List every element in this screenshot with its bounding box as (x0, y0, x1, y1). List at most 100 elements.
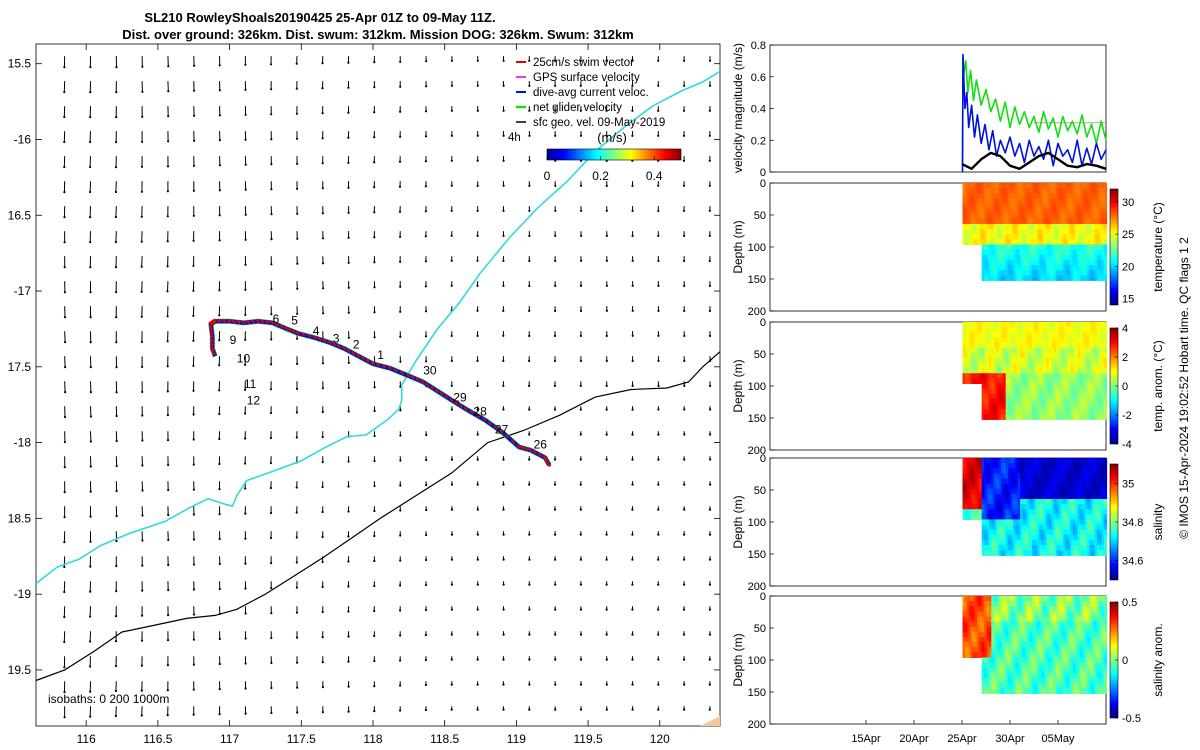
temperature-cell (1063, 249, 1067, 256)
temp-anomaly-cell (972, 347, 976, 354)
salinity-cell (1048, 534, 1052, 541)
vector-arrow-head (218, 214, 221, 217)
temp-anomaly-cell (1046, 409, 1050, 415)
swim-vector (458, 403, 464, 408)
salinity-cell (1022, 499, 1026, 505)
salinity-cell (1029, 545, 1033, 551)
salinity-cell (1104, 534, 1108, 541)
temp-anomaly-cell (1082, 337, 1086, 344)
salinity-cell (1017, 539, 1021, 546)
vector-arrow-head (115, 414, 118, 418)
salinity-cell (967, 468, 971, 474)
temperature-cell (1034, 264, 1038, 271)
temp-anomaly-cell (1032, 332, 1036, 338)
temperature-cell (1080, 264, 1084, 271)
vector-arrow-head (140, 215, 143, 218)
vector-arrow-head (141, 365, 144, 368)
temp-anomaly-cell (1060, 332, 1064, 338)
salinity-cell (991, 473, 995, 480)
vector-arrow-head (682, 633, 686, 636)
temperature-cell (962, 239, 966, 245)
vector-arrow-head (605, 259, 609, 262)
temp-anomaly-cell (1039, 363, 1043, 369)
salinity-cell (1080, 463, 1084, 469)
salinity-cell (1077, 529, 1081, 536)
temperature-cell (1044, 218, 1048, 225)
vector-arrow-head (450, 209, 453, 212)
salinity-cell (1024, 499, 1028, 505)
temperature-cell (981, 244, 985, 251)
temp-anomaly-cell (974, 357, 978, 364)
temperature-cell (1075, 183, 1079, 189)
vector-arrow-head (295, 387, 299, 390)
temp-anomaly-cell (1046, 393, 1050, 400)
salinity-cell (1084, 550, 1088, 556)
salinity-cell (1022, 539, 1026, 546)
salinity-cell (1008, 504, 1012, 510)
vector-arrow-head (192, 613, 196, 616)
vector-arrow-head (450, 109, 453, 112)
temp-anomaly-cell (1087, 342, 1091, 349)
temp-anomaly-cell (1084, 393, 1088, 400)
temperature-cell (1072, 254, 1076, 261)
vector-arrow-head (244, 113, 247, 116)
vector-arrow-head (89, 640, 92, 643)
vector-arrow-head (63, 241, 66, 244)
temp-anomaly-cell (1046, 347, 1050, 354)
vector-arrow-head (528, 284, 531, 287)
temperature-cell (981, 203, 985, 210)
vector-arrow-head (502, 508, 505, 511)
temp-anomaly-cell (993, 378, 997, 384)
temperature-cell (981, 224, 985, 230)
temp-anomaly-cell (972, 337, 976, 344)
temperature-cell (1070, 208, 1074, 215)
temperature-cell (1063, 270, 1067, 276)
temp-anomaly-cell (1005, 347, 1009, 354)
temp-anomaly-cell (1044, 414, 1048, 420)
temp-anomaly-cell (1070, 347, 1074, 354)
temp-anomaly-cell (1063, 352, 1067, 359)
temp-anomaly-cell (969, 352, 973, 359)
vector-arrow-head (347, 311, 350, 314)
salinity-cell (1029, 529, 1033, 536)
temperature-cell (1036, 218, 1040, 225)
temperature-cell (1005, 188, 1009, 194)
salinity-cell (1027, 534, 1031, 541)
temp-anomaly-cell (1101, 393, 1105, 400)
temp-anomaly-cell (1005, 388, 1009, 395)
vector-arrow-head (424, 285, 427, 288)
salinity-cell (1084, 524, 1088, 531)
salinity-cell (1010, 509, 1014, 515)
vector-arrow-head (269, 388, 273, 391)
temperature-cell (1065, 254, 1069, 261)
temperature-cell (1032, 203, 1036, 210)
temperature-cell (986, 213, 990, 220)
temperature-cell (1039, 249, 1043, 256)
temperature-cell (1032, 275, 1036, 281)
salinity-cell (1060, 468, 1064, 474)
vector-arrow-head (166, 315, 169, 318)
temp-anomaly-cell (972, 357, 976, 364)
temperature-cell (1000, 203, 1004, 210)
temp-anomaly-cell (998, 327, 1002, 333)
temp-anomaly-cell (1072, 337, 1076, 344)
temperature-cell (1005, 234, 1009, 240)
temperature-cell (1034, 193, 1038, 199)
temperature-cell (1020, 254, 1024, 261)
vector-arrow-head (167, 538, 170, 542)
temp-anomaly-cell (1012, 363, 1016, 369)
temperature-cell (1099, 218, 1103, 225)
temp-anomaly-cell (1048, 398, 1052, 405)
vector-arrow-head (269, 536, 273, 540)
vector-arrow-head (553, 359, 557, 362)
temperature-cell (967, 239, 971, 245)
temp-anomaly-cell (967, 373, 971, 379)
temp-anomaly-cell (1092, 347, 1096, 354)
vector-arrow-head (269, 436, 272, 440)
temperature-cell (1075, 264, 1079, 271)
salinity-cell (1082, 509, 1086, 515)
vector-arrow-head (141, 614, 144, 617)
salinity-cell (1099, 545, 1103, 551)
temp-anomaly-cell (1080, 363, 1084, 369)
temperature-cell (1017, 198, 1021, 205)
